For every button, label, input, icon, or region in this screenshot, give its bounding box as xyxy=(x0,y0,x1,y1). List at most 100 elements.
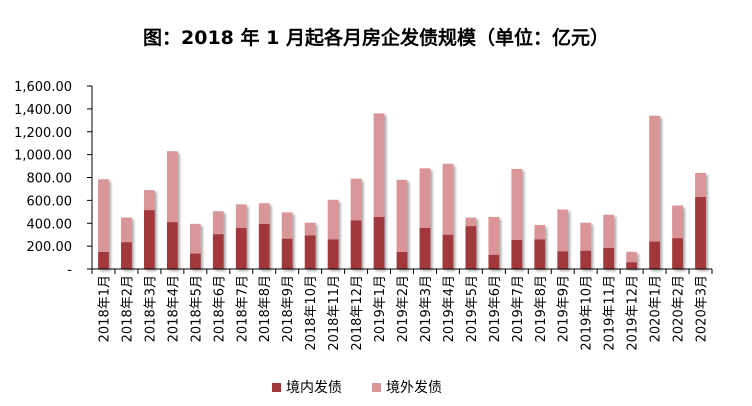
bar-overseas xyxy=(121,217,132,243)
x-tick-label: 2019年6月 xyxy=(488,275,503,342)
y-tick-label: - xyxy=(67,263,72,278)
bar-domestic xyxy=(166,222,178,269)
legend-label: 境外发债 xyxy=(386,380,442,396)
x-tick-label: 2019年5月 xyxy=(465,275,480,342)
bar-overseas xyxy=(442,163,454,235)
bar-domestic xyxy=(327,239,339,269)
bar-stack xyxy=(144,190,155,269)
bar-overseas xyxy=(419,168,431,228)
x-tick-label: 2018年4月 xyxy=(166,275,181,342)
bar-stack xyxy=(327,199,339,269)
bar-domestic xyxy=(534,239,546,269)
bar-stack xyxy=(396,179,408,269)
bar-overseas xyxy=(98,179,109,252)
bar-overseas xyxy=(465,217,477,227)
y-tick-label: 800.00 xyxy=(27,172,73,187)
x-tick-label: 2020年2月 xyxy=(672,275,687,342)
bar-stack xyxy=(649,115,660,269)
bar-stack xyxy=(626,251,638,269)
bar-domestic xyxy=(580,250,592,269)
bar-overseas xyxy=(534,224,546,240)
bar-overseas xyxy=(166,151,178,223)
x-tick-label: 2019年4月 xyxy=(442,275,457,342)
bar-domestic xyxy=(488,254,500,269)
x-tick-label: 2019年10月 xyxy=(580,275,595,351)
bar-series xyxy=(98,113,706,269)
x-tick-label: 2019年2月 xyxy=(396,275,411,342)
bar-overseas xyxy=(695,172,706,197)
bar-stack xyxy=(672,205,683,269)
bar-stack xyxy=(511,168,523,269)
bar-stack xyxy=(534,224,546,269)
bar-domestic xyxy=(258,223,270,269)
bar-overseas xyxy=(212,211,224,235)
bar-stack xyxy=(350,178,362,269)
x-tick-label: 2018年7月 xyxy=(235,275,250,342)
chart-title: 图：2018 年 1 月起各月房企发债规模（单位：亿元） xyxy=(143,26,609,49)
bar-stack xyxy=(442,163,454,269)
legend: 境内发债 境外发债 xyxy=(272,380,442,396)
bar-domestic xyxy=(511,239,523,269)
bar-stack xyxy=(281,212,293,269)
bar-stack xyxy=(121,217,132,269)
bar-stack xyxy=(212,211,224,269)
y-tick-label: 400.00 xyxy=(27,217,73,232)
bar-stack xyxy=(465,217,477,269)
bar-domestic xyxy=(672,238,683,269)
bar-stack xyxy=(235,204,247,269)
bar-overseas xyxy=(281,212,293,239)
bar-domestic xyxy=(603,247,615,269)
bar-domestic xyxy=(442,234,454,269)
x-tick-label: 2019年9月 xyxy=(557,275,572,342)
x-tick-label: 2019年12月 xyxy=(626,275,641,351)
bar-overseas xyxy=(649,115,660,242)
bar-overseas xyxy=(580,222,592,251)
bar-stack xyxy=(419,168,431,269)
bar-overseas xyxy=(603,214,615,248)
bar-overseas xyxy=(350,178,362,221)
bar-overseas xyxy=(189,223,201,254)
bar-domestic xyxy=(695,196,706,269)
bar-overseas xyxy=(557,209,569,252)
x-tick-label: 2019年8月 xyxy=(534,275,549,342)
bar-domestic xyxy=(350,220,362,269)
bar-domestic xyxy=(212,234,224,269)
y-axis: - 200.00 400.00 600.00 800.00 1,000.00 1,200.0… xyxy=(14,80,93,278)
legend-swatch xyxy=(372,383,381,392)
x-tick-label: 2018年6月 xyxy=(212,275,227,342)
x-tick-label: 2019年3月 xyxy=(419,275,434,342)
bar-domestic xyxy=(649,241,660,269)
x-tick-label: 2020年1月 xyxy=(649,275,664,342)
bar-overseas xyxy=(511,168,523,240)
legend-item: 境内发债 xyxy=(272,380,342,396)
bar-overseas xyxy=(235,204,247,228)
x-axis: 2018年1月 2018年2月 2018年3月 2018年4月 2018年5月 2018年… xyxy=(91,268,713,351)
bar-stack xyxy=(258,203,270,269)
x-tick-label: 2018年12月 xyxy=(350,275,365,351)
y-tick-label: 1,400.00 xyxy=(14,103,72,118)
bar-domestic xyxy=(396,251,408,269)
bar-stack xyxy=(557,209,569,269)
bar-overseas xyxy=(672,205,683,239)
x-tick-label: 2018年3月 xyxy=(143,275,158,342)
bar-stack xyxy=(189,223,201,269)
bar-domestic xyxy=(373,216,385,269)
bar-stack xyxy=(488,216,500,269)
bar-domestic xyxy=(465,226,477,269)
x-tick-label: 2020年3月 xyxy=(695,275,710,342)
x-tick-label: 2019年7月 xyxy=(511,275,526,342)
x-tick-label: 2018年9月 xyxy=(281,275,296,342)
legend-label: 境内发债 xyxy=(286,380,342,396)
bar-domestic xyxy=(235,227,247,269)
x-tick-label: 2018年10月 xyxy=(304,275,319,351)
x-tick-label: 2018年1月 xyxy=(97,275,112,342)
bar-stack xyxy=(166,151,178,269)
y-tick-label: 200.00 xyxy=(27,240,73,255)
bar-domestic xyxy=(281,238,293,269)
bar-overseas xyxy=(144,190,155,211)
y-tick-label: 600.00 xyxy=(27,194,73,209)
x-tick-label: 2018年5月 xyxy=(189,275,204,342)
bar-domestic xyxy=(98,251,109,269)
bar-overseas xyxy=(327,199,339,240)
